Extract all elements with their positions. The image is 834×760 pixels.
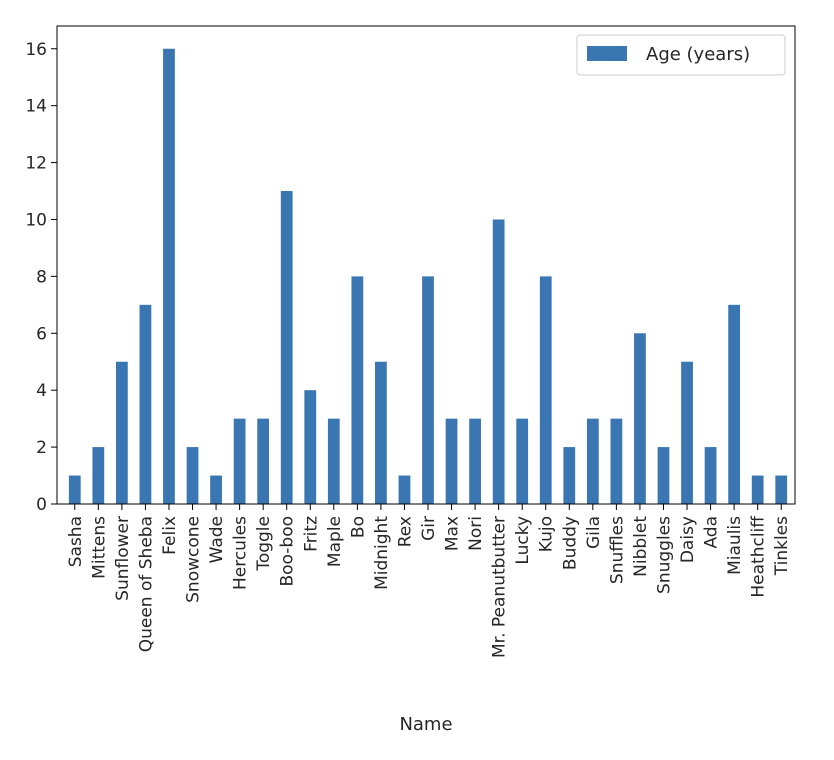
x-tick-label: Snuggles <box>654 516 674 594</box>
bar-sasha <box>68 475 81 504</box>
x-tick-label: Nibblet <box>631 516 651 577</box>
x-tick-label: Lucky <box>513 516 533 565</box>
bar-kujo <box>539 276 552 504</box>
x-tick-label: Tinkles <box>772 516 792 576</box>
y-tick-label: 12 <box>25 154 47 174</box>
x-axis-label: Name <box>399 714 452 735</box>
bar-toggle <box>257 418 270 504</box>
x-axis: Sasha Mittens Sunflower Queen of Sheba Felix… <box>66 504 792 658</box>
x-tick-label: Maple <box>325 516 345 567</box>
x-tick-label: Mr. Peanutbutter <box>490 516 510 658</box>
x-tick-label: Gila <box>584 516 604 549</box>
bar-queen-of-sheba <box>139 304 152 504</box>
x-tick-label: Midnight <box>372 516 392 590</box>
x-tick-label: Toggle <box>254 516 274 572</box>
bar-maple <box>327 418 340 504</box>
y-tick-label: 4 <box>36 381 47 401</box>
bar-snuffles <box>610 418 623 504</box>
legend: Age (years) <box>576 34 786 76</box>
bar-gir <box>422 276 434 504</box>
bar-boo-boo <box>280 191 293 504</box>
bar-mittens <box>92 447 105 504</box>
legend-swatch <box>587 46 627 61</box>
y-axis: 0 2 4 6 8 10 12 14 16 <box>25 40 57 515</box>
bar-felix <box>163 48 175 505</box>
x-tick-label: Snuffles <box>607 516 627 584</box>
bar-ada <box>704 447 717 504</box>
bar-wade <box>210 475 222 504</box>
y-tick-label: 6 <box>36 324 47 344</box>
x-tick-label: Felix <box>160 516 180 555</box>
bar-gila <box>586 418 599 504</box>
bar-snowcone <box>186 447 199 504</box>
bar-miaulis <box>728 304 741 504</box>
x-tick-label: Daisy <box>678 516 698 563</box>
x-tick-label: Bo <box>348 516 368 538</box>
bar-lucky <box>516 418 529 504</box>
x-tick-label: Snowcone <box>184 516 204 603</box>
bars-group <box>68 48 788 505</box>
bar-mr-peanutbutter <box>492 219 505 504</box>
legend-box <box>576 34 786 76</box>
bar-hercules <box>233 418 246 504</box>
bar-nori <box>469 418 481 504</box>
y-tick-label: 0 <box>36 495 47 515</box>
x-tick-label: Rex <box>395 516 415 547</box>
x-tick-label: Boo-boo <box>278 516 298 587</box>
bar-heathcliff <box>751 475 764 504</box>
bar-midnight <box>375 361 387 504</box>
y-tick-label: 8 <box>36 267 47 287</box>
x-tick-label: Buddy <box>560 516 580 570</box>
legend-label: Age (years) <box>646 44 750 65</box>
x-tick-label: Queen of Sheba <box>136 516 156 652</box>
x-tick-label: Sunflower <box>113 516 133 601</box>
bar-buddy <box>563 447 576 504</box>
x-tick-label: Hercules <box>231 516 251 590</box>
x-tick-label: Sasha <box>66 516 86 567</box>
bar-sunflower <box>115 361 128 504</box>
x-tick-label: Kujo <box>537 516 557 552</box>
x-tick-label: Miaulis <box>725 516 745 575</box>
x-tick-label: Wade <box>207 516 227 563</box>
x-tick-label: Heathcliff <box>749 515 769 598</box>
bar-rex <box>398 475 411 504</box>
bar-max <box>445 418 458 504</box>
y-tick-label: 10 <box>25 210 47 230</box>
x-tick-label: Max <box>443 516 463 551</box>
x-tick-label: Ada <box>702 516 722 549</box>
y-tick-label: 2 <box>36 438 47 458</box>
bar-daisy <box>681 361 693 504</box>
x-tick-label: Mittens <box>89 516 109 579</box>
x-tick-label: Gir <box>419 516 439 541</box>
x-tick-label: Nori <box>466 516 486 551</box>
bar-fritz <box>304 390 317 504</box>
plot-frame <box>56 25 796 505</box>
bar-tinkles <box>775 475 788 504</box>
bar-snuggles <box>657 447 670 504</box>
bar-nibblet <box>634 333 646 504</box>
y-tick-label: 16 <box>25 40 47 60</box>
bar-bo <box>351 276 364 504</box>
y-tick-label: 14 <box>25 97 47 117</box>
x-tick-label: Fritz <box>301 516 321 552</box>
